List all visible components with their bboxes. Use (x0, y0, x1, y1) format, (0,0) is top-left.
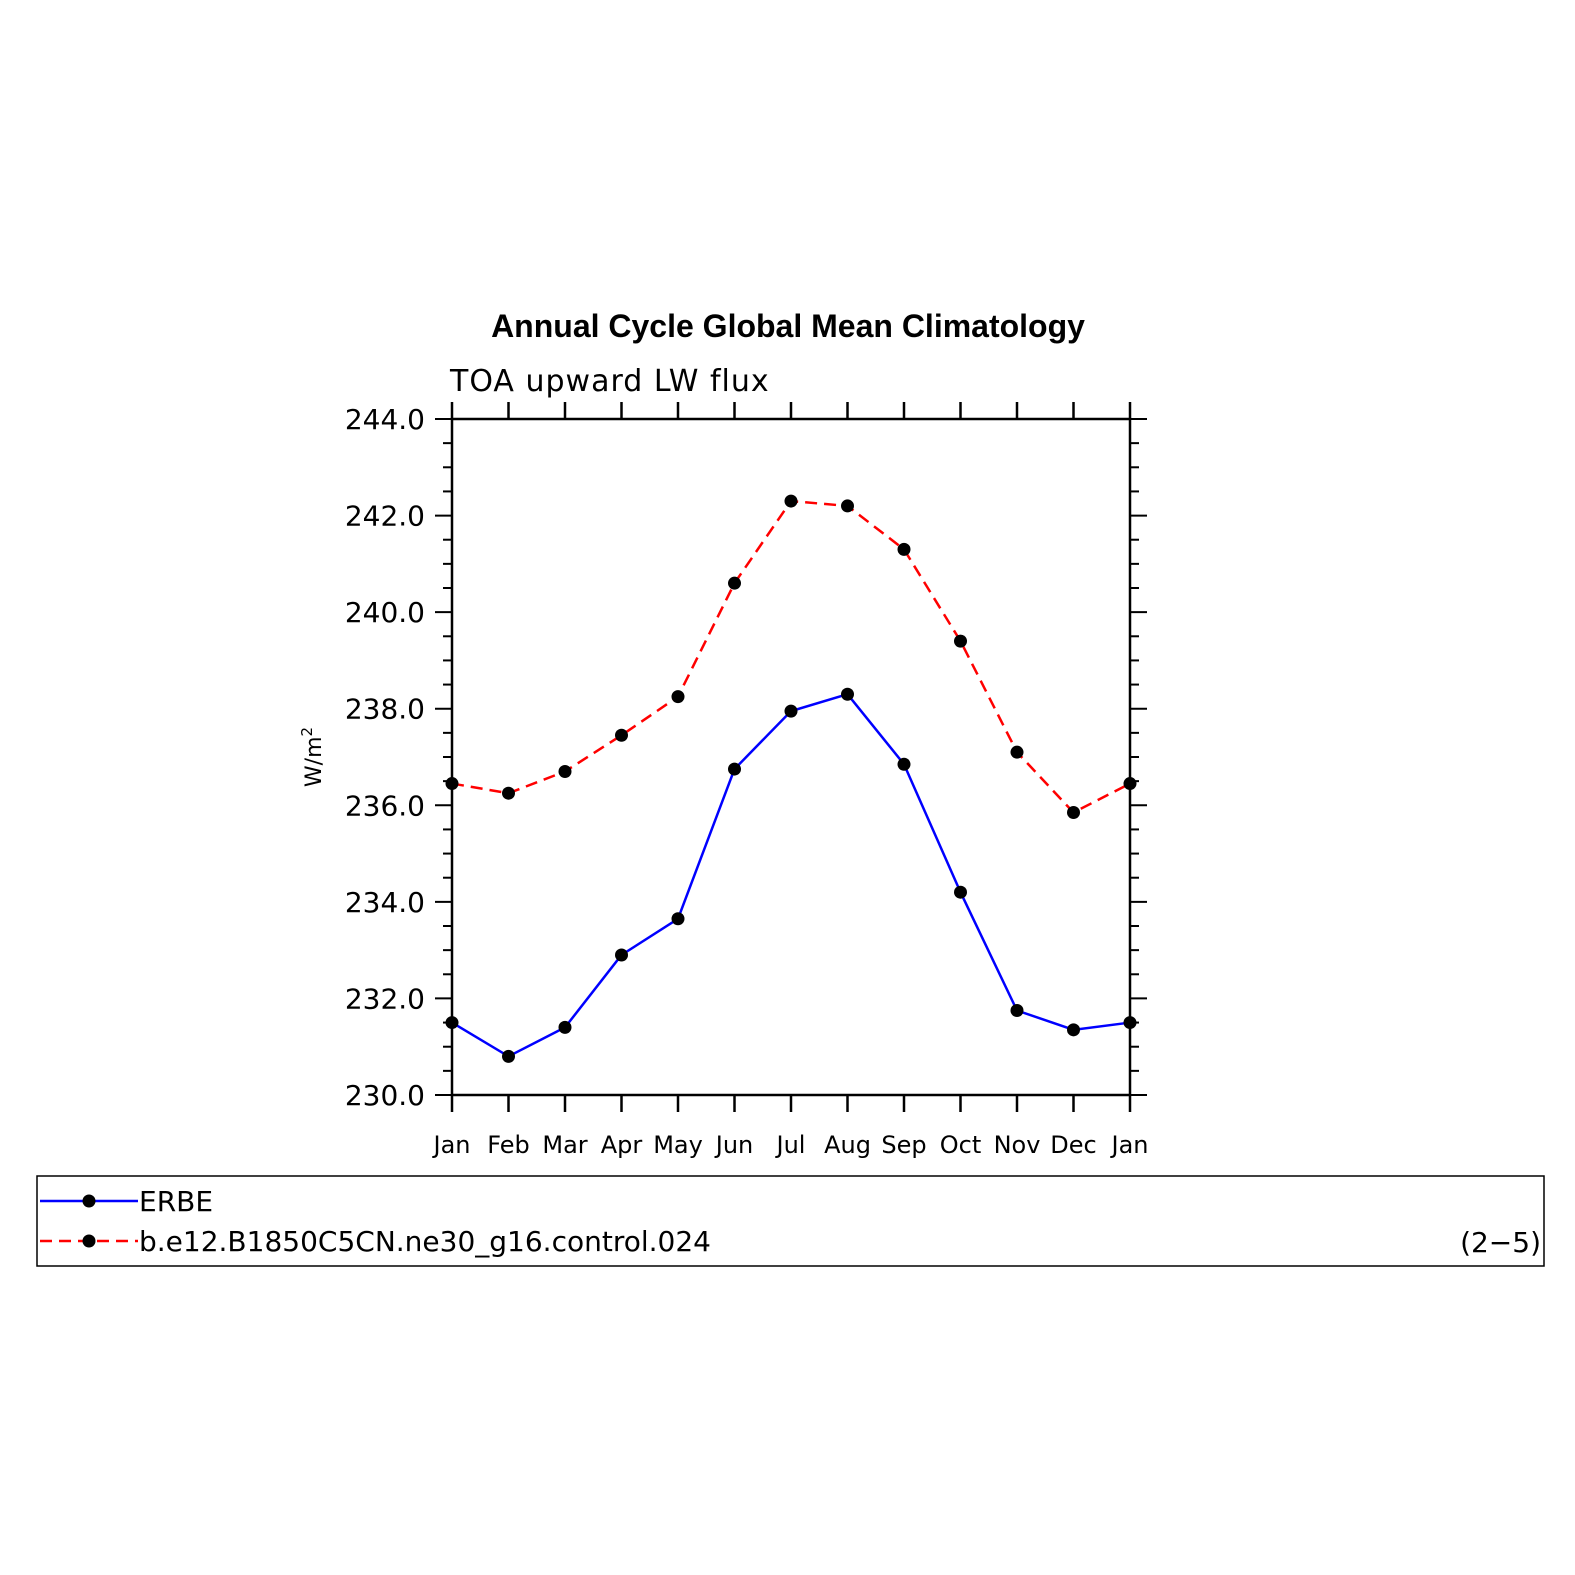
y-tick-label: 238.0 (345, 693, 425, 726)
y-axis-label: W/m2 (298, 727, 327, 787)
y-tick-label: 240.0 (345, 596, 425, 629)
y-axis-label-superscript: 2 (298, 727, 316, 737)
x-tick-label: Jun (714, 1131, 754, 1159)
legend: ERBE b.e12.B1850C5CN.ne30_g16.control.024… (36, 1175, 1545, 1267)
y-tick-label: 236.0 (345, 789, 425, 822)
series-point (558, 1020, 572, 1034)
chart-subtitle: TOA upward LW flux (449, 364, 770, 399)
series-point (445, 1016, 459, 1030)
y-tick-label: 230.0 (345, 1079, 425, 1112)
series-point (841, 499, 854, 513)
y-tick-label: 234.0 (345, 886, 425, 919)
series-point (1067, 1023, 1080, 1037)
plot-frame (450, 417, 1132, 1097)
series-point (1010, 745, 1024, 759)
x-tick-labels: Jan Feb Mar Apr May Jun Jul Aug Sep Oct Nov Dec Jan (432, 1131, 1149, 1159)
legend-marker (82, 1234, 96, 1248)
chart-title: Annual Cycle Global Mean Climatology (491, 308, 1085, 344)
legend-label: ERBE (139, 1185, 213, 1218)
plot-annotation: (2−5) (1460, 1226, 1541, 1259)
x-tick-label: Dec (1050, 1131, 1096, 1159)
series-point (897, 757, 911, 771)
series-point (954, 885, 967, 899)
series-point (784, 494, 798, 508)
series-point (841, 687, 854, 701)
series-point (1010, 1004, 1024, 1017)
series-point (1123, 777, 1137, 791)
x-tick-label: Apr (601, 1131, 643, 1159)
series-point (671, 690, 685, 704)
series-point (558, 764, 572, 778)
y-axis-label-text: W/m (302, 736, 327, 787)
series-point (502, 1049, 515, 1063)
series-point (502, 786, 515, 800)
series-lines (445, 494, 1137, 1063)
series-point (728, 576, 741, 590)
series-line (451, 692, 1131, 1058)
series-point (784, 704, 798, 718)
series-point (954, 634, 967, 648)
x-tick-label: Aug (824, 1131, 871, 1159)
legend-entries: ERBE b.e12.B1850C5CN.ne30_g16.control.024 (40, 1185, 711, 1258)
x-tick-label: Feb (487, 1131, 530, 1159)
series-point (615, 728, 628, 742)
y-tick-label: 232.0 (345, 982, 425, 1015)
y-tick-label: 244.0 (345, 403, 425, 436)
series-point (1123, 1016, 1137, 1030)
series-point (897, 542, 911, 556)
x-tick-label: Mar (542, 1131, 587, 1159)
legend-marker (82, 1194, 96, 1208)
x-tick-label: May (653, 1131, 703, 1159)
series-point (671, 912, 685, 926)
series-point (1067, 806, 1080, 820)
legend-box (36, 1175, 1545, 1267)
x-tick-label: Sep (881, 1131, 926, 1159)
axis-ticks (435, 402, 1147, 1112)
series-line (451, 499, 1131, 815)
x-tick-label: Nov (994, 1131, 1041, 1159)
x-tick-label: Jan (432, 1131, 471, 1159)
legend-label: b.e12.B1850C5CN.ne30_g16.control.024 (139, 1225, 711, 1258)
x-tick-label: Jul (775, 1131, 806, 1159)
series-point (615, 948, 628, 962)
series-point (445, 777, 459, 791)
series-point (728, 762, 741, 776)
y-tick-label: 242.0 (345, 500, 425, 533)
x-tick-label: Jan (1110, 1131, 1149, 1159)
x-tick-label: Oct (940, 1131, 982, 1159)
y-tick-labels: 230.0 232.0 234.0 236.0 238.0 240.0 242.0 244.0 (345, 403, 425, 1112)
